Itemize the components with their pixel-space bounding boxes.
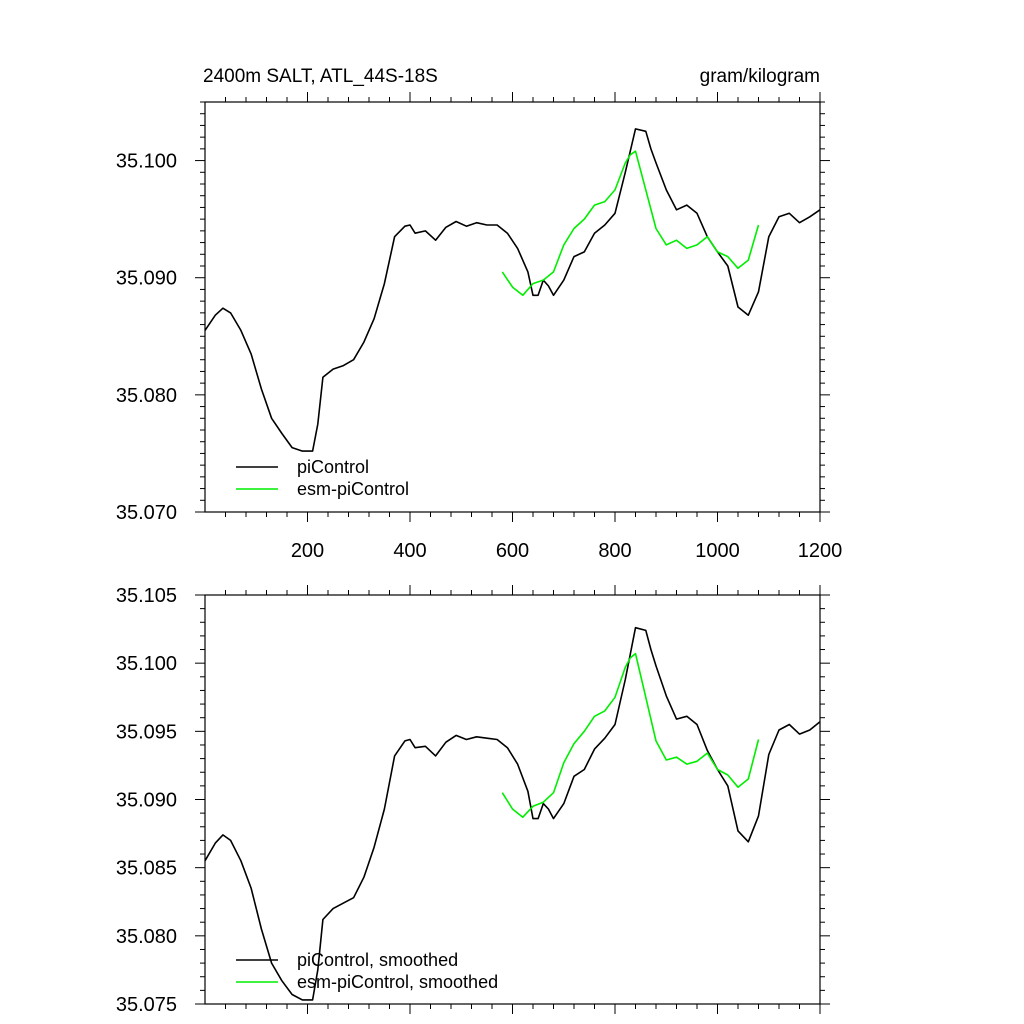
legend-label: esm-piControl, smoothed: [297, 972, 498, 992]
x-tick-label: 200: [291, 540, 324, 562]
series-line-esm-picontrol: [501, 150, 760, 297]
chart-panel-bottom: 35.075 35.080 35.085 35.090 35.095 35.100 35.1…: [116, 585, 830, 1016]
chart-title: 2400m SALT, ATL_44S-18S: [203, 66, 438, 87]
x-tick-label: 1200: [798, 540, 843, 562]
plot-frame: [204, 594, 821, 1005]
x-tick-label: 600: [496, 540, 529, 562]
y-tick-label: 35.080: [116, 926, 177, 948]
y-tick-label: 35.080: [116, 385, 177, 407]
y-tick-label: 35.100: [116, 151, 177, 173]
y-tick-label: 35.070: [116, 502, 177, 524]
legend-label: piControl: [297, 457, 369, 477]
series-line-picontrol: [204, 128, 821, 452]
series-line-picontrol: [204, 626, 821, 1001]
y-tick-label: 35.105: [116, 585, 177, 607]
y-tick-label: 35.095: [116, 721, 177, 743]
legend-label: piControl, smoothed: [297, 950, 458, 970]
y-tick-label: 35.075: [116, 994, 177, 1016]
series-line-esm-picontrol: [501, 652, 760, 819]
y-tick-label: 35.090: [116, 268, 177, 290]
x-tick-label: 800: [598, 540, 631, 562]
plot-frame: [204, 101, 821, 513]
y-tick-label: 35.085: [116, 858, 177, 880]
y-tick-label: 35.090: [116, 790, 177, 812]
units-label: gram/kilogram: [700, 66, 820, 87]
y-tick-label: 35.100: [116, 653, 177, 675]
x-tick-label: 400: [393, 540, 426, 562]
chart-panel-top: 200 400 600 800 1000 1200 35.070 35.080 35.090 35…: [116, 66, 842, 562]
x-tick-label: 1000: [695, 540, 740, 562]
legend-label: esm-piControl: [297, 479, 409, 499]
